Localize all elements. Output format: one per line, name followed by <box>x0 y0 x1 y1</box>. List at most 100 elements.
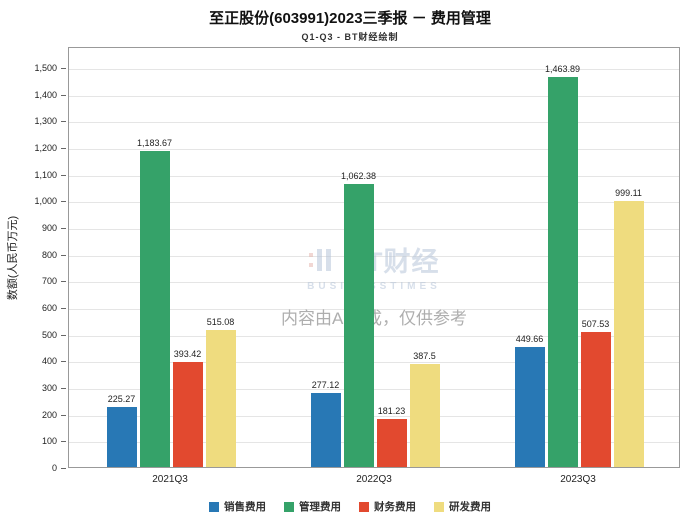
y-tick-label: 1,200 <box>34 143 57 153</box>
bar-wrap: 1,463.89 <box>545 64 580 467</box>
legend-swatch <box>284 501 294 512</box>
legend-item-财务费用: 财务费用 <box>359 499 416 514</box>
bar-财务费用-2022Q3 <box>376 418 407 467</box>
y-tick-mark <box>61 361 66 363</box>
y-tick-mark <box>61 254 66 256</box>
bar-group-2021Q3: 225.27 1,183.67 393.42 515.08 <box>106 138 236 467</box>
legend-label: 销售费用 <box>224 501 266 513</box>
y-tick-mark <box>61 121 66 123</box>
legend-label: 研发费用 <box>449 501 491 513</box>
bar-wrap: 507.53 <box>580 319 611 467</box>
bar-管理费用-2022Q3 <box>343 183 374 467</box>
bar-value-label: 515.08 <box>206 316 235 327</box>
gridline <box>69 362 679 364</box>
y-tick-label: 100 <box>41 436 57 447</box>
gridline <box>69 255 679 257</box>
gridline <box>69 442 679 444</box>
y-tick-mark <box>61 414 66 416</box>
gridline <box>69 202 679 204</box>
bar-销售费用-2021Q3 <box>106 406 137 467</box>
bar-研发费用-2022Q3 <box>409 363 440 467</box>
bar-wrap: 387.5 <box>409 351 440 467</box>
bar-管理费用-2023Q3 <box>547 76 578 467</box>
bar-value-label: 1,062.38 <box>340 170 377 181</box>
y-tick-label: 300 <box>41 383 57 393</box>
bar-研发费用-2023Q3 <box>613 200 644 467</box>
legend-label: 管理费用 <box>299 501 341 513</box>
y-tick-mark <box>61 228 66 229</box>
y-tick-mark <box>61 68 66 69</box>
y-tick-label: 800 <box>41 249 57 260</box>
gridline <box>69 69 679 70</box>
x-tick-label: 2023Q3 <box>560 474 596 485</box>
y-tick-label: 1,100 <box>34 169 57 180</box>
x-tick-label: 2021Q3 <box>152 474 188 485</box>
y-tick-mark <box>61 174 66 176</box>
bar-管理费用-2021Q3 <box>139 151 170 467</box>
bar-value-label: 181.23 <box>377 405 406 416</box>
gridline <box>69 335 679 337</box>
bar-value-label: 277.12 <box>311 380 340 391</box>
y-tick-mark <box>61 94 66 96</box>
gridline <box>69 149 679 150</box>
bar-value-label: 1,183.67 <box>136 138 173 149</box>
bar-value-label: 393.42 <box>173 349 202 360</box>
y-tick-mark <box>61 281 66 283</box>
gridline <box>69 389 679 390</box>
y-tick-mark <box>61 148 66 149</box>
y-tick-label: 600 <box>41 303 57 313</box>
bar-group-2022Q3: 277.12 1,062.38 181.23 387.5 <box>310 171 440 467</box>
gridline <box>69 415 679 417</box>
gridline <box>69 95 679 97</box>
bar-wrap: 277.12 <box>310 380 341 467</box>
legend-swatch <box>359 501 369 512</box>
x-tick-label: 2022Q3 <box>356 474 392 485</box>
chart-subtitle: Q1-Q3 - BT财经绘制 <box>301 32 399 42</box>
legend: 销售费用 管理费用 财务费用 研发费用 <box>0 499 700 514</box>
y-tick-label: 1,400 <box>34 89 57 100</box>
bar-wrap: 1,062.38 <box>341 171 376 467</box>
bar-group-2023Q3: 449.66 1,463.89 507.53 999.11 <box>514 64 644 467</box>
x-axis: 2021Q3 2022Q3 2023Q3 <box>0 474 700 488</box>
bar-value-label: 999.11 <box>615 187 642 198</box>
y-tick-mark <box>61 468 66 469</box>
bar-财务费用-2023Q3 <box>580 331 611 467</box>
bar-wrap: 515.08 <box>205 317 236 467</box>
gridline <box>69 282 679 284</box>
y-tick-mark <box>61 334 66 336</box>
legend-label: 财务费用 <box>374 501 416 513</box>
legend-item-销售费用: 销售费用 <box>209 499 266 514</box>
y-tick-mark <box>61 388 66 389</box>
legend-item-研发费用: 研发费用 <box>434 499 491 514</box>
bar-销售费用-2023Q3 <box>514 347 545 467</box>
chart-title: 至正股份(603991)2023三季报 － 费用管理 <box>209 10 491 27</box>
y-tick-mark <box>61 201 66 203</box>
bar-研发费用-2021Q3 <box>205 329 236 467</box>
bar-value-label: 387.5 <box>413 350 436 361</box>
y-tick-label: 1,300 <box>34 116 57 127</box>
y-tick-label: 500 <box>41 329 57 340</box>
legend-swatch <box>209 501 219 512</box>
bar-value-label: 449.66 <box>515 334 544 345</box>
y-tick-label: 700 <box>41 276 57 287</box>
y-tick-label: 0 <box>51 463 57 473</box>
gridline <box>69 175 679 177</box>
gridline <box>69 122 679 124</box>
gridline <box>69 229 679 230</box>
bar-value-label: 1,463.89 <box>544 63 581 74</box>
bar-财务费用-2021Q3 <box>172 362 203 467</box>
y-tick-label: 200 <box>41 409 57 420</box>
bar-wrap: 393.42 <box>172 349 203 467</box>
plot-area: BT财经 BUSINESSTIMES 内容由AI生成，仅供参考 225.27 1,… <box>68 47 680 468</box>
bar-wrap: 1,183.67 <box>137 138 172 467</box>
y-tick-mark <box>61 308 66 309</box>
y-tick-label: 1,500 <box>34 63 57 73</box>
y-tick-label: 400 <box>41 356 57 367</box>
y-tick-label: 1,000 <box>34 196 57 207</box>
legend-item-管理费用: 管理费用 <box>284 499 341 514</box>
y-axis: 0 100 200 300 400 500 600 700 800 900 1,000 1,100 1,… <box>0 47 67 473</box>
bar-wrap: 181.23 <box>376 406 407 467</box>
legend-swatch <box>434 501 444 512</box>
bar-销售费用-2022Q3 <box>310 393 341 467</box>
